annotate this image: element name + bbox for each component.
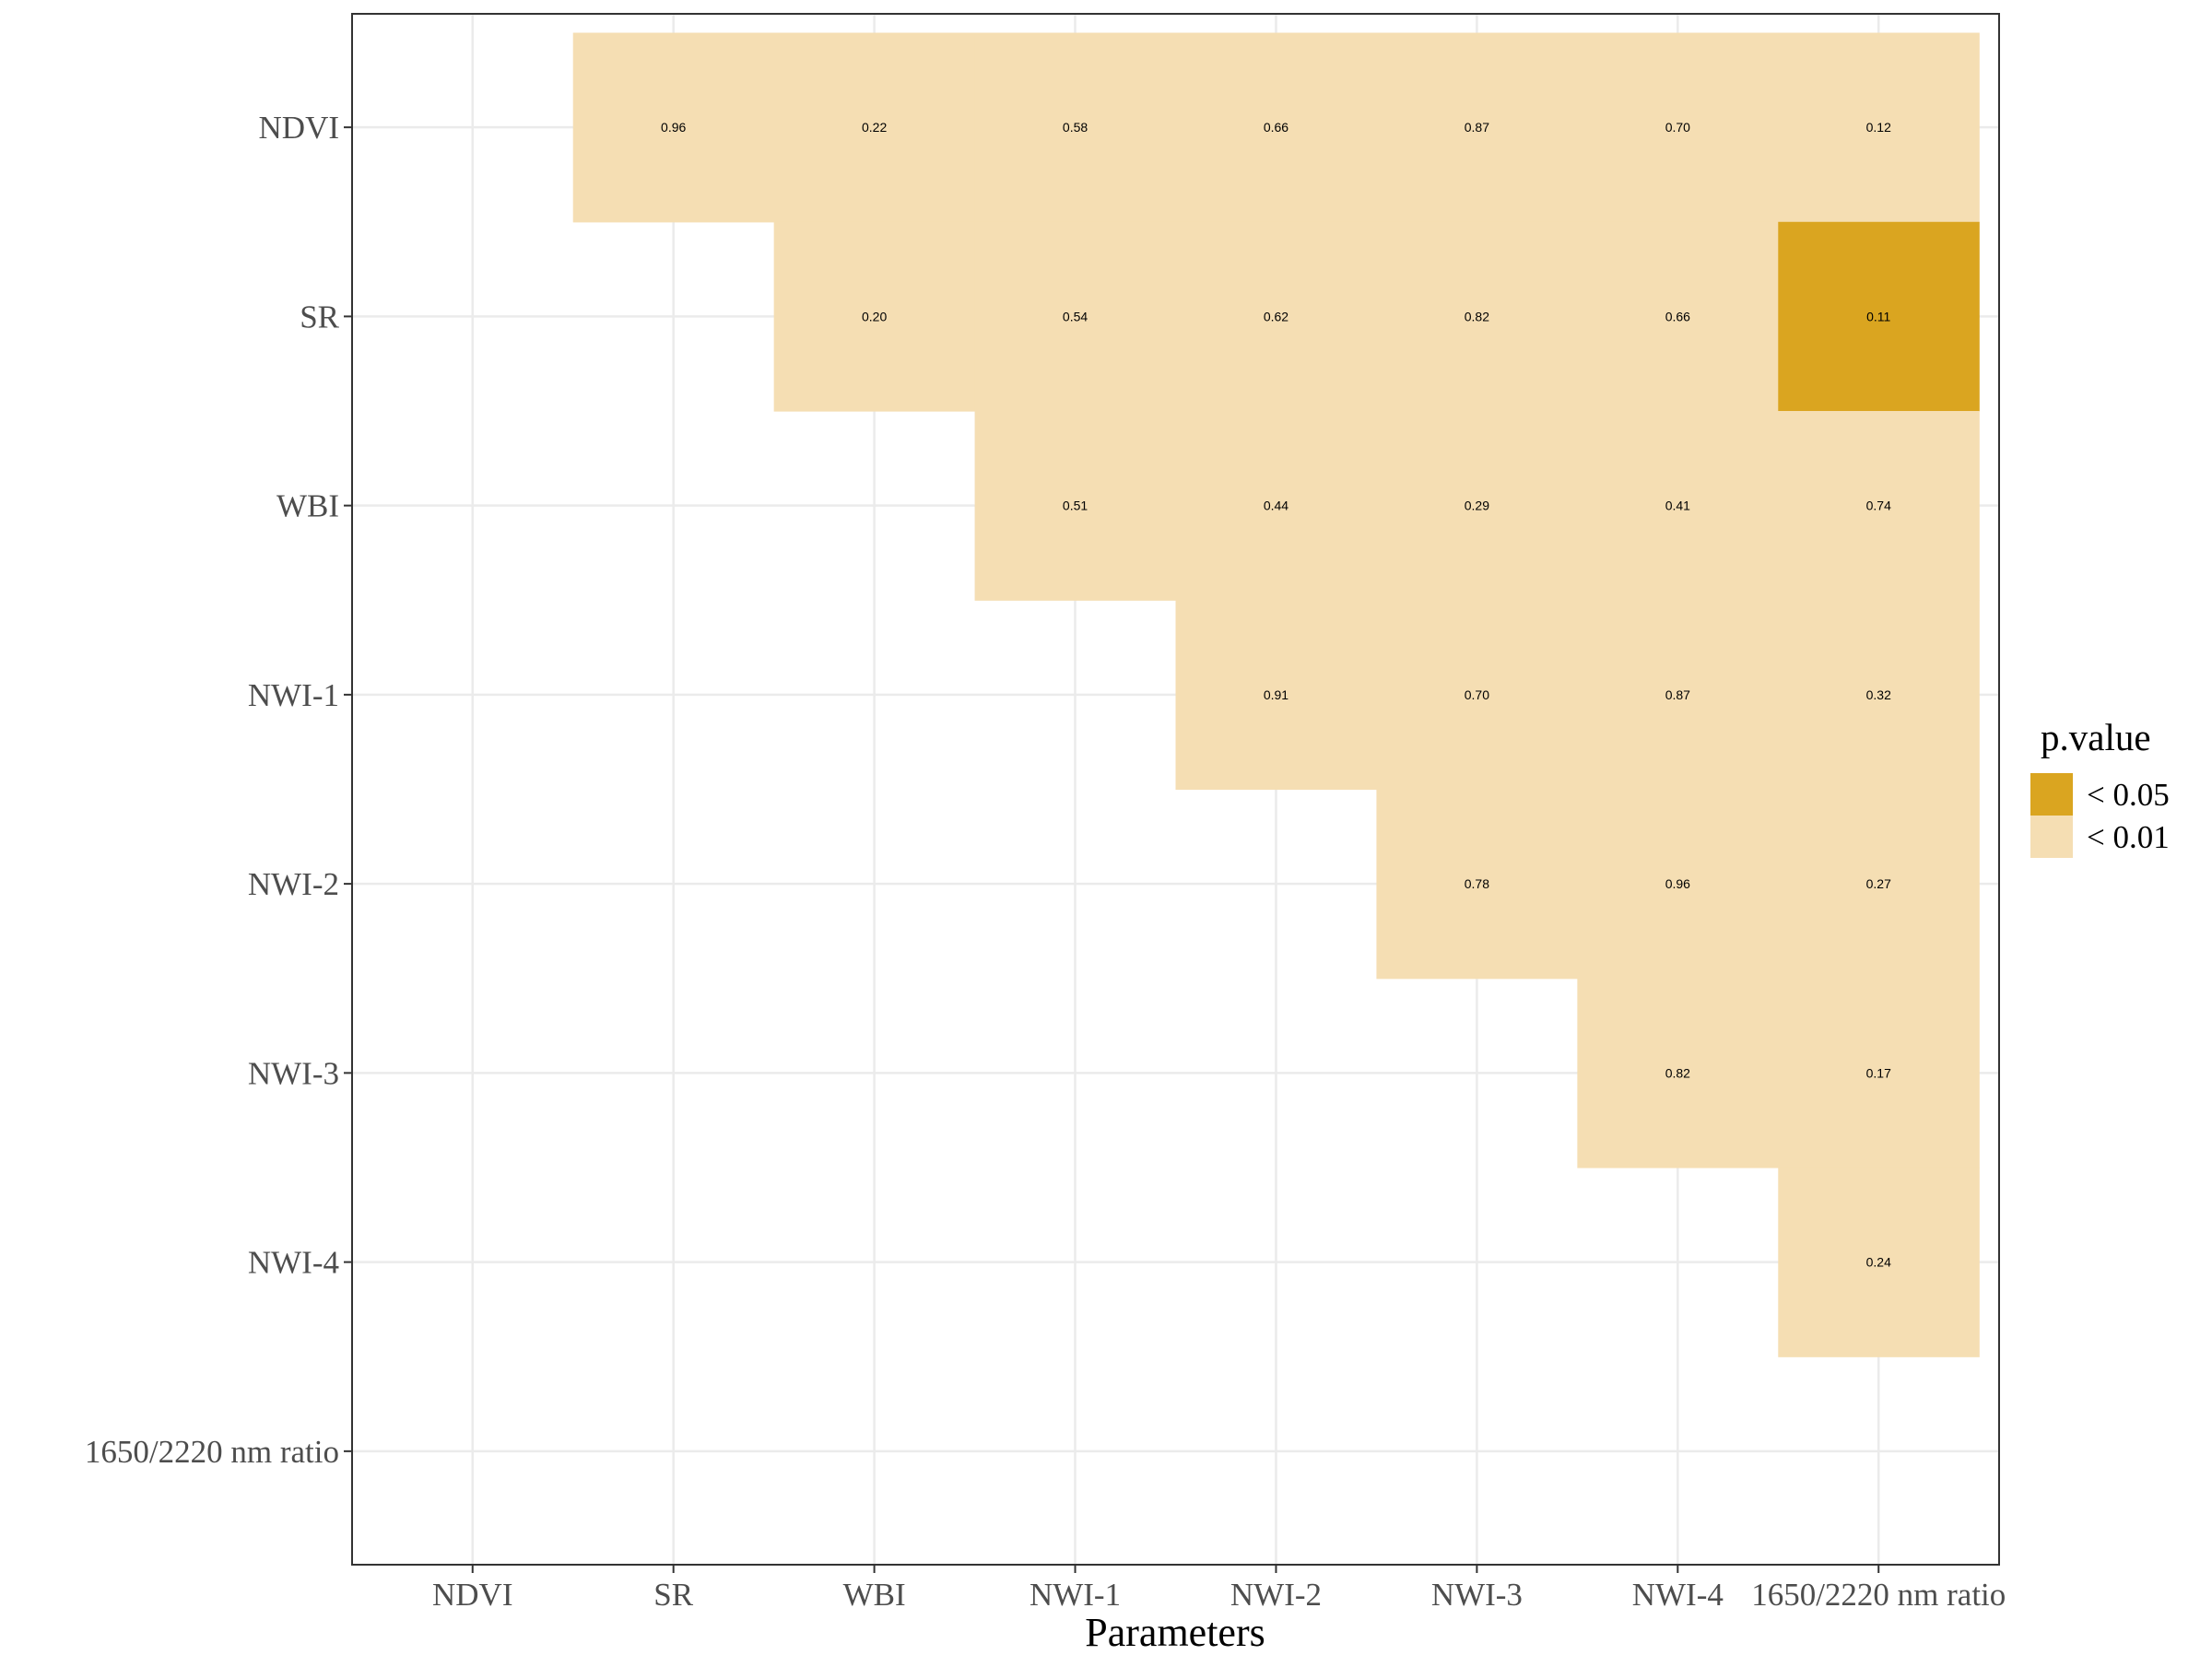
heatmap-cell bbox=[1577, 411, 1779, 601]
x-tick-label: NDVI bbox=[432, 1577, 512, 1613]
cell-value-label: 0.96 bbox=[661, 120, 686, 135]
cell-value-label: 0.54 bbox=[1063, 309, 1088, 323]
cell-value-label: 0.70 bbox=[1465, 687, 1489, 702]
heatmap-cell bbox=[1778, 600, 1980, 791]
cell-value-label: 0.22 bbox=[862, 120, 887, 135]
cell-value-labels: 0.96 0.22 0.58 0.66 0.87 0.70 0.12 0.20 0.54 0.62… bbox=[661, 120, 1891, 1269]
heatmap-cell bbox=[1577, 221, 1779, 412]
heatmap-cell bbox=[1778, 978, 1980, 1168]
heatmap-cell bbox=[1376, 32, 1578, 223]
x-tick-label: SR bbox=[653, 1577, 693, 1613]
heatmap-cell bbox=[1376, 221, 1578, 412]
y-tick-label: NWI-3 bbox=[248, 1055, 339, 1091]
heatmap-cell bbox=[974, 221, 1177, 412]
x-tick-label: WBI bbox=[843, 1577, 906, 1613]
heatmap-cell bbox=[773, 221, 976, 412]
cell-value-label: 0.24 bbox=[1866, 1255, 1891, 1270]
cell-value-label: 0.66 bbox=[1264, 120, 1288, 135]
x-axis-title: Parameters bbox=[1085, 1610, 1265, 1655]
cell-value-label: 0.70 bbox=[1665, 120, 1690, 135]
cell-value-label: 0.41 bbox=[1665, 499, 1690, 513]
cell-value-label: 0.62 bbox=[1264, 309, 1288, 323]
cell-value-label: 0.27 bbox=[1866, 876, 1891, 891]
legend-swatch bbox=[2030, 773, 2073, 816]
heatmap-cell bbox=[773, 32, 976, 223]
cell-value-label: 0.87 bbox=[1665, 687, 1690, 702]
heatmap-cell bbox=[1175, 221, 1378, 412]
y-tick-label: 1650/2220 nm ratio bbox=[85, 1434, 339, 1470]
cell-value-label: 0.11 bbox=[1866, 309, 1890, 323]
axis-ticks bbox=[344, 126, 1880, 1573]
cell-value-label: 0.12 bbox=[1866, 120, 1891, 135]
cell-value-label: 0.29 bbox=[1465, 499, 1489, 513]
heatmap-cell bbox=[1175, 32, 1378, 223]
y-tick-label: NWI-2 bbox=[248, 866, 339, 902]
heatmap-cell bbox=[1778, 32, 1980, 223]
cell-value-label: 0.66 bbox=[1665, 309, 1690, 323]
x-tick-label: NWI-3 bbox=[1431, 1577, 1523, 1613]
heatmap-cell bbox=[1778, 221, 1980, 412]
cell-value-label: 0.20 bbox=[862, 309, 887, 323]
legend-entries: < 0.05 < 0.01 bbox=[2030, 773, 2170, 858]
x-axis-tick-labels: NDVI SR WBI NWI-1 NWI-2 NWI-3 NWI-4 1650/2220 n… bbox=[432, 1577, 2006, 1613]
heatmap-cell bbox=[1175, 411, 1378, 601]
heatmap-cell bbox=[1577, 978, 1779, 1168]
cell-value-label: 0.96 bbox=[1665, 876, 1690, 891]
heatmap-cell bbox=[572, 32, 775, 223]
heatmap-cell bbox=[1778, 1167, 1980, 1357]
cell-value-label: 0.74 bbox=[1866, 499, 1891, 513]
heatmap-cell bbox=[1778, 789, 1980, 980]
plot-border bbox=[351, 13, 2000, 1566]
legend-swatch bbox=[2030, 816, 2073, 858]
legend-title: p.value bbox=[2041, 716, 2151, 758]
heatmap-cell bbox=[1376, 411, 1578, 601]
y-tick-label: WBI bbox=[276, 488, 339, 524]
y-axis-tick-labels: NDVI SR WBI NWI-1 NWI-2 NWI-3 NWI-4 1650/2220 n… bbox=[85, 110, 340, 1470]
cell-value-label: 0.91 bbox=[1264, 687, 1288, 702]
y-tick-label: NWI-1 bbox=[248, 677, 339, 713]
x-tick-label: NWI-4 bbox=[1632, 1577, 1724, 1613]
heatmap-cell bbox=[1376, 600, 1578, 791]
cell-value-label: 0.44 bbox=[1264, 499, 1288, 513]
cell-value-label: 0.82 bbox=[1465, 309, 1489, 323]
y-tick-label: SR bbox=[300, 299, 339, 335]
x-tick-label: NWI-1 bbox=[1030, 1577, 1121, 1613]
legend-label: < 0.05 bbox=[2087, 777, 2170, 813]
heatmap-cell bbox=[974, 411, 1177, 601]
legend: p.value < 0.05 < 0.01 bbox=[2030, 716, 2170, 858]
y-tick-label: NDVI bbox=[259, 110, 339, 146]
cell-value-label: 0.78 bbox=[1465, 876, 1489, 891]
heatmap-cell bbox=[1175, 600, 1378, 791]
heatmap-cell bbox=[1577, 600, 1779, 791]
x-tick-label: NWI-2 bbox=[1230, 1577, 1322, 1613]
heatmap-cell bbox=[1577, 789, 1779, 980]
x-tick-label: 1650/2220 nm ratio bbox=[1751, 1577, 2006, 1613]
heatmap-cell bbox=[1376, 789, 1578, 980]
cell-value-label: 0.32 bbox=[1866, 687, 1891, 702]
legend-label: < 0.01 bbox=[2087, 819, 2170, 855]
heatmap-cell bbox=[974, 32, 1177, 223]
heatmap-cell bbox=[1577, 32, 1779, 223]
cell-value-label: 0.17 bbox=[1866, 1065, 1891, 1080]
cell-value-label: 0.51 bbox=[1063, 499, 1088, 513]
heatmap-cell bbox=[1778, 411, 1980, 601]
cell-value-label: 0.87 bbox=[1465, 120, 1489, 135]
y-tick-label: NWI-4 bbox=[248, 1245, 339, 1281]
heatmap-cells bbox=[572, 32, 1980, 1357]
cell-value-label: 0.82 bbox=[1665, 1065, 1690, 1080]
cell-value-label: 0.58 bbox=[1063, 120, 1088, 135]
